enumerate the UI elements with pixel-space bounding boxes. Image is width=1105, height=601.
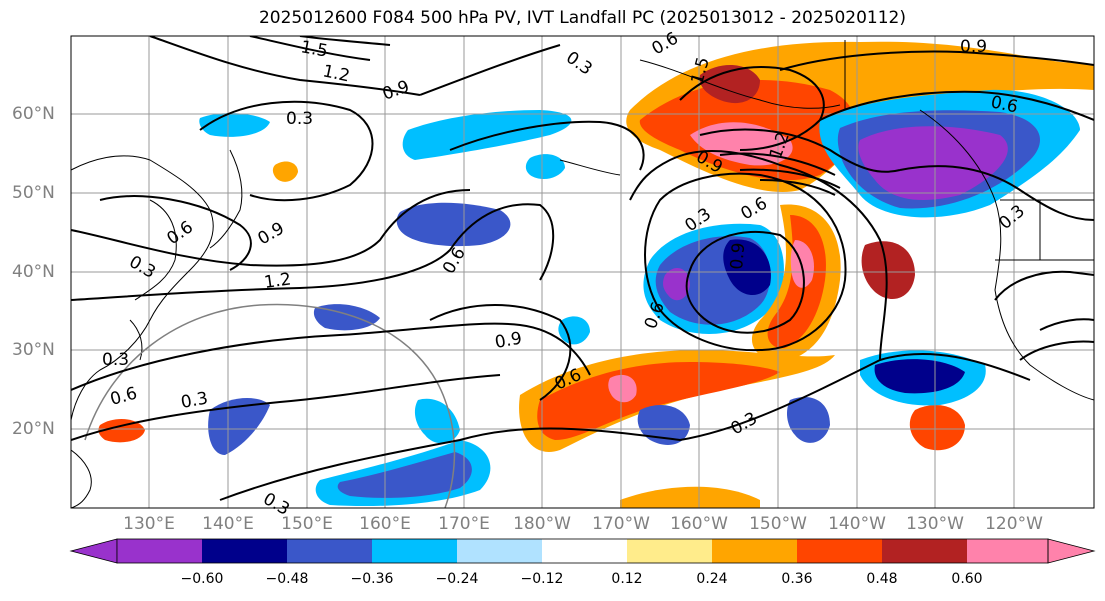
- latitude-label: 20°N: [12, 419, 55, 439]
- contour-label: 0.9: [727, 242, 749, 271]
- colorbar-segment: [542, 539, 627, 563]
- negative-anomaly-west5: [208, 398, 270, 455]
- figure-title: 2025012600 F084 500 hPa PV, IVT Landfall…: [258, 8, 906, 28]
- latitude-label: 60°N: [12, 104, 55, 124]
- colorbar-segment: [712, 539, 797, 563]
- negative-anomaly-west1: [396, 202, 511, 247]
- negative-anomaly-south-central: [637, 405, 690, 445]
- negative-anomaly-southeast-core: [874, 359, 965, 394]
- positive-anomaly-tropics-west: [98, 418, 145, 443]
- negative-anomaly-south-central2: [787, 397, 830, 443]
- contour-label: 0.9: [960, 37, 987, 57]
- latitude-label: 50°N: [12, 183, 55, 203]
- colorbar: [69, 538, 1096, 564]
- positive-anomaly-hawaii: [909, 405, 965, 451]
- positive-anomaly-north-ring: [699, 64, 760, 104]
- negative-anomaly-central-core: [723, 239, 771, 296]
- colorbar-segment: [797, 539, 882, 563]
- colorbar-tick-label: −0.36: [350, 571, 394, 587]
- contour-label: 0.3: [179, 389, 209, 413]
- longitude-label: 160°W: [670, 514, 728, 534]
- longitude-label: 140°E: [202, 514, 254, 534]
- longitude-label: 150°W: [749, 514, 807, 534]
- longitude-label: 130°E: [123, 514, 175, 534]
- contour-label: 0.9: [493, 329, 523, 353]
- contour-label: 0.3: [286, 109, 313, 129]
- negative-anomaly-alaska-core: [858, 126, 1008, 200]
- negative-anomaly-west2: [402, 110, 572, 160]
- negative-anomaly-jet-south-core: [337, 452, 472, 498]
- longitude-label: 150°E: [281, 514, 333, 534]
- contour-label: 0.3: [102, 350, 129, 370]
- colorbar-extend-left: [69, 538, 118, 564]
- longitude-label: 120°W: [985, 514, 1043, 534]
- negative-anomaly-small-mid: [558, 316, 590, 345]
- longitude-label: 180°W: [513, 514, 571, 534]
- negative-anomaly-west4: [313, 304, 380, 331]
- colorbar-segment: [287, 539, 372, 563]
- longitude-label: 170°E: [438, 514, 490, 534]
- colorbar-segment: [117, 539, 202, 563]
- shaded-field: [98, 41, 1094, 508]
- latitude-label: 40°N: [12, 262, 55, 282]
- colorbar-segment: [202, 539, 287, 563]
- colorbar-tick-label: 0.12: [611, 571, 643, 587]
- colorbar-tick-label: 0.36: [781, 571, 813, 587]
- colorbar-segment: [372, 539, 457, 563]
- colorbar-tick-label: −0.60: [180, 571, 224, 587]
- coastlines: [71, 40, 1094, 508]
- colorbar-tick-label: −0.24: [435, 571, 479, 587]
- colorbar-segment: [457, 539, 542, 563]
- longitude-label: 140°W: [828, 514, 886, 534]
- positive-anomaly-bottom: [620, 486, 760, 508]
- colorbar-segment: [882, 539, 967, 563]
- longitude-label: 160°E: [359, 514, 411, 534]
- colorbar-tick-label: −0.12: [520, 571, 564, 587]
- pv-contours: [71, 36, 1094, 501]
- colorbar-extend-right: [1047, 538, 1096, 564]
- positive-anomaly-east: [861, 241, 915, 299]
- colorbar-tick-label: 0.48: [866, 571, 898, 587]
- positive-anomaly-south-max: [608, 374, 637, 403]
- negative-anomaly-small-w: [525, 154, 565, 180]
- contour-label: 1.2: [263, 269, 293, 293]
- map-frame: [70, 35, 1095, 509]
- colorbar-segment: [627, 539, 712, 563]
- longitude-label: 130°W: [906, 514, 964, 534]
- longitude-label: 170°W: [592, 514, 650, 534]
- negative-anomaly-central-core2: [663, 267, 690, 301]
- positive-anomaly-small-nw: [272, 161, 298, 182]
- latitude-label: 30°N: [12, 340, 55, 360]
- colorbar-tick-label: −0.48: [265, 571, 309, 587]
- colorbar-segment: [967, 539, 1048, 563]
- positive-anomaly-south-core: [537, 362, 780, 440]
- contour-label: 1.5: [299, 37, 329, 61]
- colorbar-tick-label: 0.60: [951, 571, 983, 587]
- colorbar-tick-label: 0.24: [696, 571, 728, 587]
